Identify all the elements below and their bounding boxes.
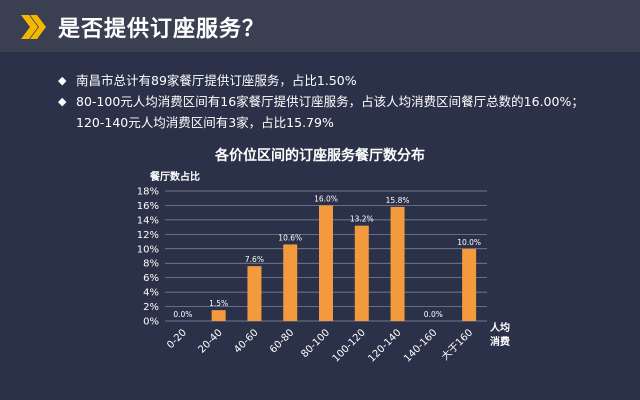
data-labels: 0.0% 1.5% 7.6% 10.6% 16.0% 13.2% 15.8% 0.0% 10.0… [173, 194, 481, 319]
y-axis-label: 餐厅数占比 [149, 170, 200, 183]
x-axis-label-line-2: 消费 [490, 335, 510, 348]
data-label: 16.0% [314, 194, 338, 203]
page-title: 是否提供订座服务？ [58, 17, 266, 42]
x-tick-label: 40-60 [232, 327, 260, 355]
x-tick-label: 80-100 [299, 327, 332, 360]
bar [211, 310, 226, 321]
chart-title: 各价位区间的订座服务餐厅数分布 [214, 147, 425, 164]
y-tick-label: 16% [137, 201, 159, 212]
x-tick-label: 140-160 [402, 327, 439, 364]
y-tick-label: 8% [143, 259, 159, 270]
y-tick-label: 10% [137, 244, 159, 255]
x-tick-labels: 0-20 20-40 40-60 60-80 80-100100-120120-1401… [165, 326, 475, 365]
bullet-text: 120-140元人均消费区间有3家，占比15.79% [76, 115, 334, 130]
diamond-bullet-icon: ◆ [58, 74, 67, 87]
bar [247, 266, 262, 321]
data-label: 7.6% [245, 255, 264, 264]
x-tick-label: 0-20 [165, 327, 189, 351]
bar [462, 248, 477, 321]
y-tick-label: 18% [137, 187, 159, 198]
x-tick-label: 100-120 [331, 327, 368, 364]
data-label: 1.5% [209, 299, 228, 308]
x-tick-label: 60-80 [268, 327, 296, 355]
y-tick-label: 12% [137, 230, 159, 241]
data-label: 0.0% [173, 310, 192, 319]
data-label: 15.8% [386, 196, 410, 205]
bullet-item-total: ◆ 南昌市总计有89家餐厅提供订座服务，占比1.50% [58, 70, 618, 91]
x-tick-label: 120-140 [366, 327, 403, 364]
title-bar: 是否提供订座服务？ [0, 0, 640, 52]
bars [211, 205, 477, 321]
data-label: 10.6% [278, 233, 302, 242]
double-chevron-right-icon [21, 15, 46, 39]
data-label: 10.0% [457, 238, 481, 247]
bullet-item-price-range: ◆ 80-100元人均消费区间有16家餐厅提供订座服务，占该人均消费区间餐厅总数… [58, 91, 618, 133]
y-tick-label: 0% [143, 317, 159, 328]
x-tick-label: 20-40 [196, 327, 224, 355]
y-tick-label: 4% [143, 288, 159, 299]
y-tick-labels: 0% 2% 4% 6% 8% 10% 12% 14% 16% 18% [137, 187, 159, 328]
data-label: 13.2% [350, 215, 374, 224]
y-tick-label: 6% [143, 273, 159, 284]
y-tick-label: 2% [143, 302, 159, 313]
data-label: 0.0% [424, 310, 443, 319]
x-axis-label-line-1: 人均 [490, 321, 510, 334]
bar [390, 206, 405, 321]
bar [319, 205, 333, 321]
x-tick-label: 大于160 [438, 326, 475, 363]
diamond-bullet-icon: ◆ [58, 95, 67, 108]
bullet-list: ◆ 南昌市总计有89家餐厅提供订座服务，占比1.50% ◆ 80-100元人均消… [58, 70, 618, 133]
bullet-text: 80-100元人均消费区间有16家餐厅提供订座服务，占该人均消费区间餐厅总数的1… [76, 94, 584, 109]
bullet-text: 南昌市总计有89家餐厅提供订座服务，占比1.50% [76, 73, 357, 88]
y-tick-label: 14% [137, 215, 159, 226]
bar [283, 244, 298, 321]
bar [354, 225, 369, 321]
